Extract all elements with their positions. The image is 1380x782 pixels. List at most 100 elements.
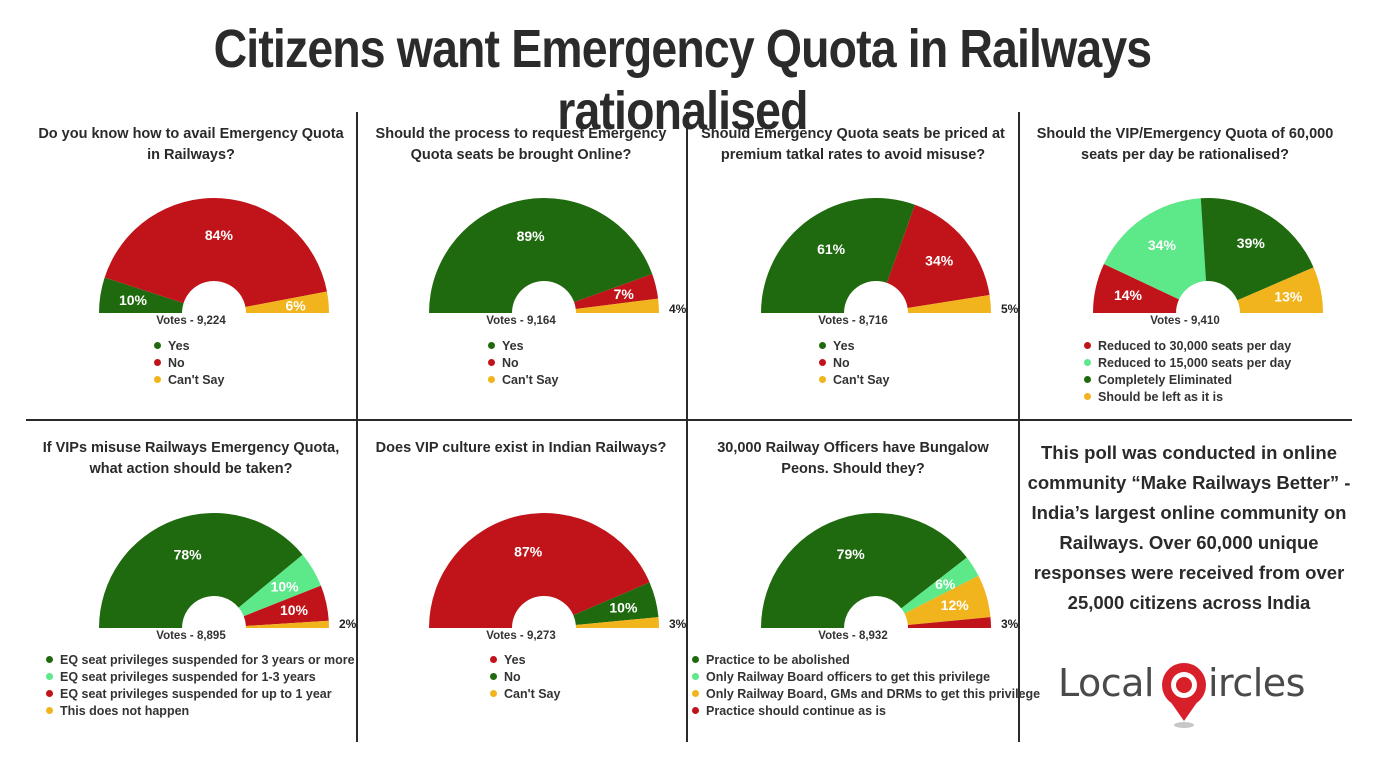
legend-label: EQ seat privileges suspended for 3 years… — [60, 653, 355, 667]
poll-gauge: 10% 84% 6% — [99, 198, 329, 313]
poll-question: Do you know how to avail Emergency Quota… — [38, 126, 344, 163]
legend-label: Yes — [168, 339, 190, 353]
legend-item: Yes — [154, 338, 224, 355]
legend-item: Yes — [819, 338, 889, 355]
gauge-slice — [245, 291, 329, 313]
legend-item: This does not happen — [46, 703, 355, 720]
poll-panel: Should the process to request Emergency … — [356, 100, 687, 418]
legend-swatch — [46, 707, 53, 714]
vote-count: Votes - 9,410 — [1150, 315, 1220, 327]
legend-item: Can't Say — [154, 372, 224, 389]
gauge-slice — [575, 298, 659, 313]
poll-panel: 30,000 Railway Officers have Bungalow Pe… — [688, 415, 1040, 741]
legend-swatch — [490, 673, 497, 680]
poll-panel: Does VIP culture exist in Indian Railway… — [356, 415, 687, 741]
legend-item: Can't Say — [490, 686, 560, 703]
logo-word-circles: ircles — [1208, 661, 1305, 705]
gauge-slice — [1237, 267, 1323, 313]
slice-value-label: 79% — [837, 546, 866, 562]
legend-swatch — [154, 376, 161, 383]
logo-word-local: Local — [1058, 661, 1155, 705]
slice-value-label: 87% — [514, 544, 543, 560]
divider-vertical — [356, 112, 358, 742]
legend-label: Only Railway Board officers to get this … — [706, 670, 991, 684]
divider-vertical — [1018, 112, 1020, 742]
legend-swatch — [154, 342, 161, 349]
slice-value-label: 34% — [1148, 237, 1177, 253]
vote-count: Votes - 8,895 — [156, 630, 226, 642]
poll-gauge: 14% 34% 39% 13% — [1093, 198, 1323, 313]
gauge-slice — [1093, 264, 1180, 313]
poll-gauge: 61% 34% 5% — [761, 198, 1019, 316]
legend-label: Can't Say — [502, 373, 559, 387]
legend-swatch — [1084, 393, 1091, 400]
gauge-slice — [429, 513, 650, 628]
divider-vertical — [686, 112, 688, 742]
legend-item: Only Railway Board officers to get this … — [692, 669, 1040, 686]
legend-swatch — [819, 342, 826, 349]
slice-value-label: 14% — [1114, 287, 1143, 303]
legend-label: EQ seat privileges suspended for 1-3 yea… — [60, 670, 316, 684]
poll-question: Does VIP culture exist in Indian Railway… — [375, 440, 667, 456]
gauge-slice — [99, 513, 303, 628]
slice-value-label: 84% — [205, 227, 234, 243]
gauge-slice — [1103, 198, 1206, 300]
legend-swatch — [488, 376, 495, 383]
gauge-slice — [574, 274, 659, 309]
gauge-slice — [573, 582, 659, 625]
divider-horizontal — [26, 419, 1352, 421]
legend-item: Can't Say — [488, 372, 558, 389]
legend-swatch — [46, 690, 53, 697]
legend-item: EQ seat privileges suspended for 3 years… — [46, 652, 355, 669]
legend-label: Practice to be abolished — [706, 653, 850, 667]
legend-swatch — [1084, 376, 1091, 383]
gauge-slice — [245, 620, 329, 628]
legend-item: Yes — [488, 338, 558, 355]
vote-count: Votes - 8,932 — [818, 630, 888, 642]
slice-value-label: 3% — [1001, 617, 1019, 631]
poll-gauge: 78% 10% 10% 2% — [99, 513, 357, 631]
legend: Practice to be abolished Only Railway Boa… — [692, 652, 1040, 720]
page-title: Citizens want Emergency Quota in Railway… — [213, 19, 1153, 141]
legend-label: Yes — [833, 339, 855, 353]
legend-swatch — [488, 359, 495, 366]
slice-value-label: 10% — [271, 578, 300, 594]
slice-value-label: 10% — [119, 292, 148, 308]
slice-value-label: 10% — [609, 600, 638, 616]
legend: EQ seat privileges suspended for 3 years… — [46, 652, 355, 720]
legend-swatch — [819, 359, 826, 366]
legend-swatch — [692, 707, 699, 714]
legend-label: No — [168, 356, 185, 370]
poll-panel: Should Emergency Quota seats be priced a… — [688, 100, 1019, 418]
poll-question: Should the VIP/Emergency Quota of 60,000… — [1036, 126, 1334, 163]
legend: Yes No Can't Say — [488, 338, 558, 389]
legend-swatch — [1084, 359, 1091, 366]
legend-label: Can't Say — [833, 373, 890, 387]
legend-label: Completely Eliminated — [1098, 373, 1233, 387]
legend-item: Practice should continue as is — [692, 703, 1040, 720]
legend-label: Reduced to 30,000 seats per day — [1098, 339, 1292, 353]
gauge-slice — [104, 198, 327, 307]
gauge-slice — [761, 513, 967, 628]
slice-value-label: 61% — [817, 241, 846, 257]
legend-label: No — [502, 356, 519, 370]
legend: Yes No Can't Say — [819, 338, 889, 389]
poll-panel: If VIPs misuse Railways Emergency Quota,… — [26, 415, 357, 741]
poll-panel: Should the VIP/Emergency Quota of 60,000… — [1020, 100, 1350, 418]
poll-question: Should Emergency Quota seats be priced a… — [701, 126, 1005, 163]
legend-label: This does not happen — [60, 704, 190, 718]
legend-swatch — [154, 359, 161, 366]
vote-count: Votes - 9,224 — [156, 315, 226, 327]
gauge-slice — [243, 585, 329, 626]
gauge-slice — [1200, 198, 1314, 301]
poll-question: If VIPs misuse Railways Emergency Quota,… — [42, 440, 340, 477]
legend-label: Can't Say — [504, 687, 561, 701]
legend-label: Practice should continue as is — [706, 704, 886, 718]
slice-value-label: 7% — [614, 286, 635, 302]
slice-value-label: 6% — [935, 576, 956, 592]
legend: Reduced to 30,000 seats per day Reduced t… — [1084, 338, 1291, 406]
legend-label: No — [833, 356, 850, 370]
gauge-slice — [886, 204, 990, 308]
legend-swatch — [1084, 342, 1091, 349]
slice-value-label: 3% — [669, 617, 687, 631]
